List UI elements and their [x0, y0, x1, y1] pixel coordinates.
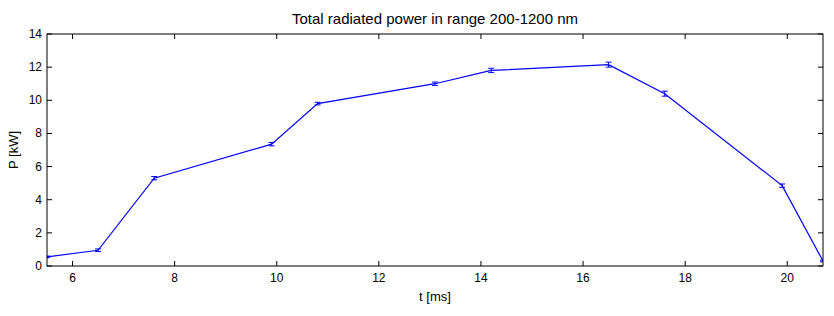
error-bar — [662, 91, 668, 96]
y-tick-label: 2 — [35, 226, 42, 240]
y-tick — [47, 166, 52, 167]
y-tick-label: 14 — [29, 27, 43, 41]
y-tick-right — [818, 100, 823, 101]
y-tick — [47, 232, 52, 233]
y-tick-label: 10 — [29, 93, 43, 107]
y-tick — [47, 133, 52, 134]
x-tick — [378, 261, 379, 266]
x-tick-top — [72, 34, 73, 39]
y-tick-right — [818, 133, 823, 134]
error-cap — [151, 176, 157, 177]
y-tick-right — [818, 266, 823, 267]
error-stem — [664, 91, 665, 96]
y-tick — [47, 67, 52, 68]
x-tick — [480, 261, 481, 266]
x-tick — [276, 261, 277, 266]
y-tick — [47, 100, 52, 101]
x-tick-top — [174, 34, 175, 39]
x-tick-top — [685, 34, 686, 39]
error-cap — [662, 91, 668, 92]
chart-title: Total radiated power in range 200-1200 n… — [292, 10, 578, 27]
error-bar — [606, 62, 612, 67]
data-group — [47, 62, 823, 262]
y-tick — [47, 34, 52, 35]
x-tick-top — [583, 34, 584, 39]
y-tick-label: 0 — [35, 259, 42, 273]
error-bar — [432, 82, 438, 85]
x-tick-top — [276, 34, 277, 39]
error-cap — [779, 187, 785, 188]
error-cap — [662, 96, 668, 97]
x-tick — [787, 261, 788, 266]
error-bar — [269, 143, 275, 146]
y-tick-right — [818, 67, 823, 68]
error-cap — [606, 62, 612, 63]
x-tick-top — [480, 34, 481, 39]
x-axis-label: t [ms] — [419, 289, 451, 304]
x-tick-label: 20 — [781, 271, 795, 285]
y-tick-right — [818, 166, 823, 167]
error-cap — [95, 251, 101, 252]
error-bar — [488, 68, 494, 72]
y-tick-label: 8 — [35, 126, 42, 140]
data-line — [47, 65, 823, 261]
x-tick — [583, 261, 584, 266]
error-cap — [432, 82, 438, 83]
error-cap — [488, 68, 494, 69]
chart-svg: 6 8 10 12 14 16 18 20 0 2 4 6 8 10 12 14 Total radiated … — [0, 0, 834, 316]
error-stem — [491, 68, 492, 72]
error-bar — [315, 102, 321, 105]
error-cap — [95, 248, 101, 249]
error-cap — [779, 183, 785, 184]
y-tick-label: 12 — [29, 60, 43, 74]
y-tick-right — [818, 199, 823, 200]
y-tick-label: 6 — [35, 160, 42, 174]
x-tick-top — [787, 34, 788, 39]
error-cap — [315, 104, 321, 105]
x-tick-label: 18 — [678, 271, 692, 285]
x-tick-label: 10 — [270, 271, 284, 285]
error-cap — [315, 102, 321, 103]
error-bar — [151, 177, 157, 180]
error-cap — [151, 179, 157, 180]
x-tick — [174, 261, 175, 266]
error-cap — [269, 142, 275, 143]
x-tick-top — [378, 34, 379, 39]
x-tick-label: 8 — [171, 271, 178, 285]
error-bar — [95, 249, 101, 252]
error-cap — [432, 85, 438, 86]
error-cap — [488, 72, 494, 73]
x-tick-label: 12 — [372, 271, 386, 285]
plot-frame — [47, 34, 823, 266]
y-tick-right — [818, 232, 823, 233]
y-tick — [47, 266, 52, 267]
x-tick — [72, 261, 73, 266]
x-tick — [685, 261, 686, 266]
x-tick-label: 6 — [69, 271, 76, 285]
error-cap — [269, 145, 275, 146]
x-tick-label: 16 — [576, 271, 590, 285]
error-cap — [606, 67, 612, 68]
y-axis-label: P [kW] — [6, 131, 21, 169]
error-stem — [608, 62, 609, 67]
error-bar — [779, 184, 785, 187]
y-tick — [47, 199, 52, 200]
y-tick-label: 4 — [35, 193, 42, 207]
chart-container: 6 8 10 12 14 16 18 20 0 2 4 6 8 10 12 14 Total radiated … — [0, 0, 834, 316]
x-tick-label: 14 — [474, 271, 488, 285]
y-tick-right — [818, 34, 823, 35]
